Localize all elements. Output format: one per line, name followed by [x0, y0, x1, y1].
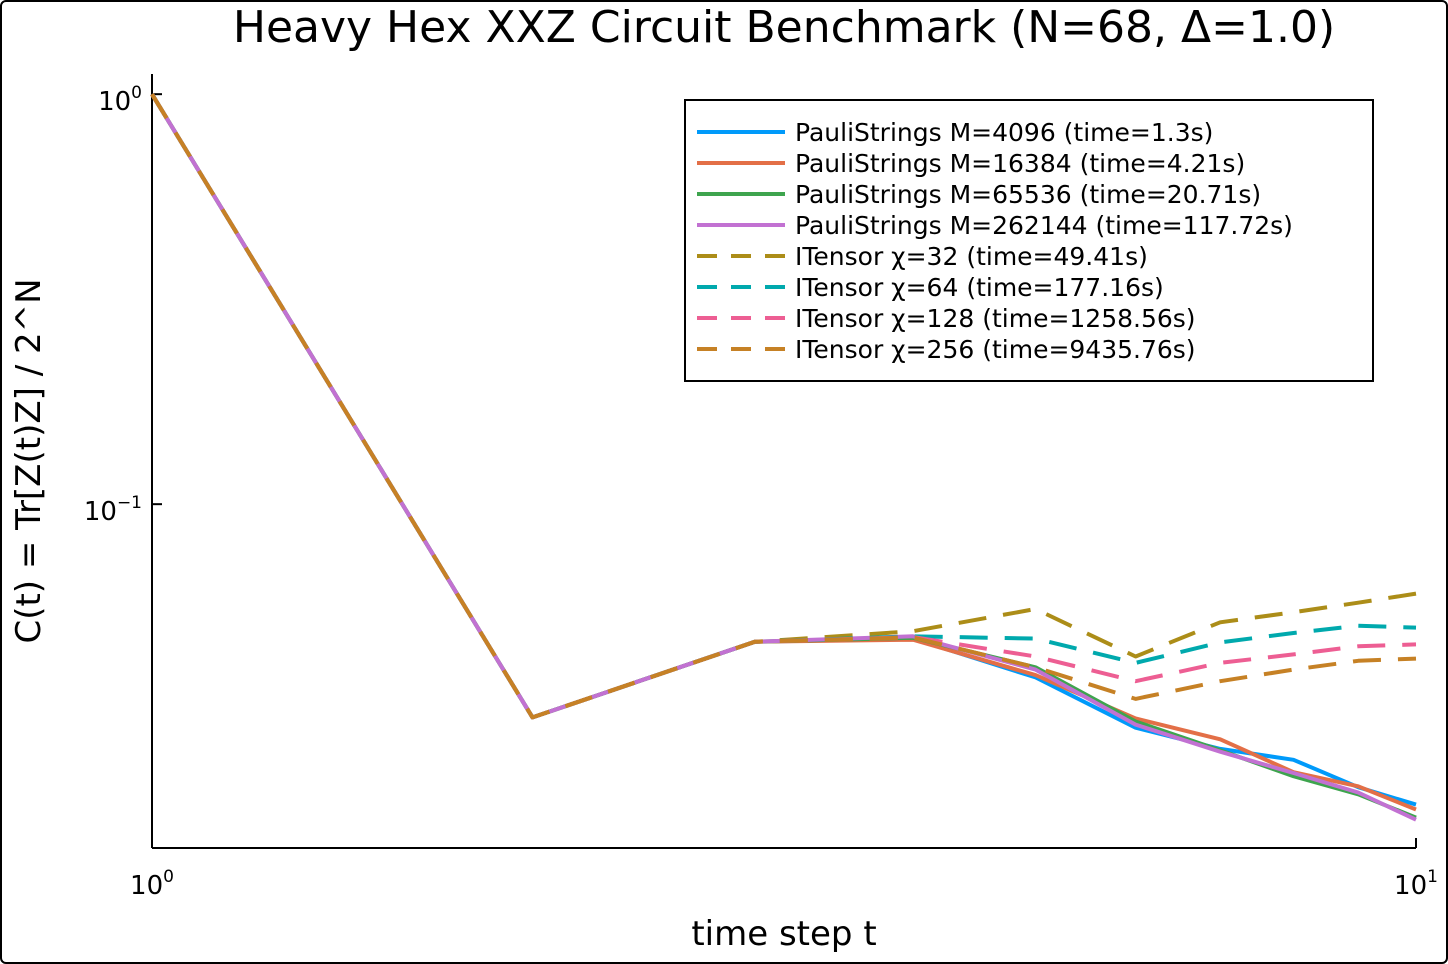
y-axis-label: C(t) = Tr[Z(t)Z] / 2^N [9, 278, 49, 643]
legend: PauliStrings M=4096 (time=1.3s)PauliStri… [684, 99, 1374, 382]
series-line-7 [150, 93, 1417, 720]
legend-items: PauliStrings M=4096 (time=1.3s)PauliStri… [697, 118, 1293, 364]
legend-label: ITensor χ=256 (time=9435.76s) [795, 335, 1196, 364]
legend-label: ITensor χ=32 (time=49.41s) [795, 242, 1148, 271]
plot-area [151, 74, 1416, 849]
x-tick-base: 10 [1394, 871, 1427, 901]
series-lines [150, 93, 1417, 822]
legend-label: ITensor χ=128 (time=1258.56s) [795, 304, 1196, 333]
y-tick-label: 10−1 [84, 493, 142, 527]
y-tick-exponent: 0 [131, 83, 142, 103]
chart-title: Heavy Hex XXZ Circuit Benchmark (N=68, Δ… [233, 2, 1335, 53]
legend-label: PauliStrings M=262144 (time=117.72s) [795, 211, 1293, 240]
x-tick-exponent: 1 [1427, 867, 1438, 887]
y-tick-base: 10 [84, 497, 117, 527]
x-axis-label: time step t [691, 914, 876, 954]
series-line-4 [150, 93, 1417, 822]
y-tick-label: 100 [98, 83, 142, 117]
legend-label: PauliStrings M=65536 (time=20.71s) [795, 180, 1261, 209]
y-tick-base: 10 [98, 87, 131, 117]
legend-label: PauliStrings M=16384 (time=4.21s) [795, 149, 1245, 178]
x-tick-label: 100 [130, 867, 174, 901]
series-line-8 [150, 93, 1417, 720]
y-tick-exponent: −1 [117, 493, 142, 513]
legend-box [684, 99, 1374, 382]
legend-label: PauliStrings M=4096 (time=1.3s) [795, 118, 1213, 147]
legend-label: ITensor χ=64 (time=177.16s) [795, 273, 1164, 302]
x-ticks: 100 101 [130, 838, 1438, 901]
series-line-6 [150, 93, 1417, 720]
x-tick-label: 101 [1394, 867, 1438, 901]
x-tick-base: 10 [130, 871, 163, 901]
x-tick-exponent: 0 [163, 867, 174, 887]
series-line-5 [150, 93, 1417, 720]
